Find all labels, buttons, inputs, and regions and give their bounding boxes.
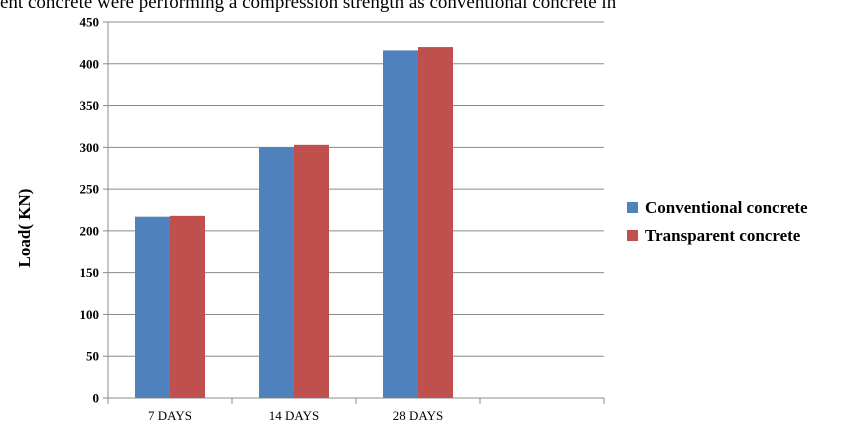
bar-conventional-2 xyxy=(383,50,418,399)
y-tick-label: 450 xyxy=(80,15,100,30)
bars xyxy=(135,47,453,399)
figure-caption-text: ent concrete were performing a compressi… xyxy=(0,0,617,13)
x-category-label: 14 DAYS xyxy=(269,408,319,423)
gridlines xyxy=(108,21,604,357)
bar-conventional-0 xyxy=(135,216,170,398)
y-tick-label: 200 xyxy=(80,223,100,238)
legend: Conventional concrete Transparent concret… xyxy=(627,198,808,245)
bar-transparent-2 xyxy=(418,47,453,399)
y-tick-label: 0 xyxy=(93,391,100,406)
bar-conventional-1 xyxy=(259,147,294,398)
y-tick-label: 300 xyxy=(80,140,100,155)
y-tick-label: 400 xyxy=(80,56,100,71)
legend-label: Transparent concrete xyxy=(645,226,801,245)
bar-transparent-0 xyxy=(170,215,205,398)
labels: 0 50 100 150 200 250 300 350 400 450 7 DAYS 14 DAYS… xyxy=(15,15,443,424)
x-category-label: 7 DAYS xyxy=(148,408,192,423)
y-tick-label: 250 xyxy=(80,182,100,197)
legend-swatch xyxy=(627,230,638,241)
legend-label: Conventional concrete xyxy=(645,198,808,217)
legend-swatch xyxy=(627,202,638,213)
y-tick-label: 50 xyxy=(86,349,99,364)
y-tick-label: 100 xyxy=(80,307,100,322)
y-tick-label: 350 xyxy=(80,98,100,113)
bar-transparent-1 xyxy=(294,144,329,398)
y-tick-label: 150 xyxy=(80,265,100,280)
x-category-label: 28 DAYS xyxy=(393,408,443,423)
y-axis-label: Load( KN) xyxy=(15,189,34,268)
